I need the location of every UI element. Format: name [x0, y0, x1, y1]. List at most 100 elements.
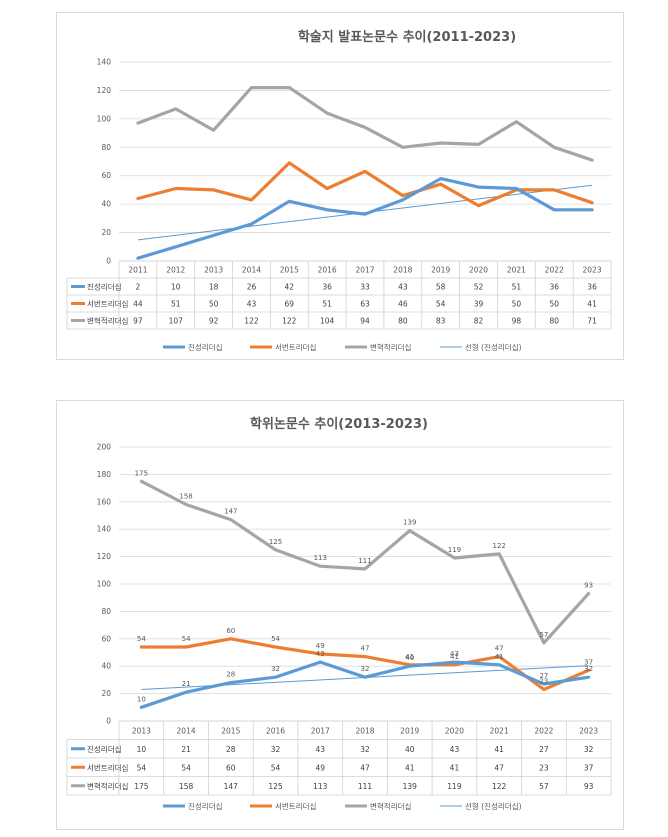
data-label: 27	[539, 672, 548, 680]
x-tick-label: 2014	[242, 266, 261, 275]
data-label: 54	[182, 635, 191, 643]
y-tick-label: 60	[101, 171, 111, 180]
table-cell: 39	[474, 300, 484, 309]
table-cell: 10	[137, 745, 147, 754]
x-tick-label: 2017	[311, 726, 330, 735]
legend-label: 변혁적리더십	[370, 342, 411, 352]
y-tick-label: 100	[97, 580, 112, 589]
table-cell: 113	[313, 782, 328, 791]
y-tick-label: 60	[101, 634, 111, 643]
table-cell: 50	[549, 300, 559, 309]
x-tick-label: 2018	[355, 726, 374, 735]
table-cell: 80	[398, 317, 408, 326]
x-tick-label: 2015	[221, 726, 240, 735]
table-cell: 28	[226, 745, 236, 754]
legend-label: 서번트리더십	[275, 343, 316, 352]
table-cell: 122	[282, 317, 297, 326]
y-tick-label: 40	[101, 200, 111, 209]
table-cell: 69	[285, 300, 295, 309]
x-tick-label: 2023	[579, 726, 598, 735]
series-line-1	[139, 637, 591, 692]
table-cell: 98	[512, 317, 522, 326]
table-cell: 71	[587, 317, 597, 326]
table-cell: 23	[539, 763, 549, 772]
chart-title: 학위논문수 추이(2013-2023)	[250, 416, 428, 432]
x-tick-label: 2011	[128, 266, 147, 275]
data-label: 113	[314, 554, 327, 562]
series-line-0	[136, 177, 594, 260]
data-label: 49	[316, 642, 325, 650]
data-label: 125	[269, 538, 282, 546]
legend-label: 진성리더십	[188, 801, 223, 811]
data-label: 32	[361, 665, 370, 673]
table-cell: 51	[322, 300, 332, 309]
table-cell: 43	[398, 283, 408, 292]
x-tick-label: 2012	[166, 266, 185, 275]
y-tick-label: 180	[97, 470, 112, 479]
table-cell: 43	[450, 745, 460, 754]
data-label: 10	[137, 695, 146, 703]
y-tick-label: 120	[97, 552, 112, 561]
data-label: 21	[182, 680, 191, 688]
table-cell: 104	[320, 317, 335, 326]
table-cell: 54	[271, 763, 281, 772]
y-tick-label: 200	[97, 443, 112, 452]
table-cell: 47	[360, 763, 370, 772]
table-cell: 147	[224, 782, 239, 791]
table-cell: 2	[136, 283, 141, 292]
data-label: 32	[584, 665, 593, 673]
y-tick-label: 0	[106, 717, 111, 726]
table-cell: 51	[512, 283, 522, 292]
x-tick-label: 2020	[469, 266, 488, 275]
table-cell: 125	[268, 782, 283, 791]
table-cell: 42	[285, 283, 295, 292]
table-cell: 36	[587, 283, 597, 292]
table-row-label: 진성리더십	[87, 744, 122, 754]
table-cell: 41	[450, 763, 460, 772]
table-cell: 82	[474, 317, 484, 326]
data-label: 41	[450, 653, 459, 661]
table-cell: 107	[169, 317, 184, 326]
data-label: 60	[226, 627, 235, 635]
x-tick-label: 2020	[445, 726, 464, 735]
data-label: 40	[405, 654, 414, 662]
data-label: 32	[271, 665, 280, 673]
x-tick-label: 2014	[177, 726, 196, 735]
table-cell: 47	[494, 763, 504, 772]
table-cell: 54	[436, 300, 446, 309]
chart-journal-papers-svg: 학술지 발표논문수 추이(2011-2023) 0 20 40 60 80 100 120 14…	[66, 29, 612, 352]
data-label: 111	[358, 557, 371, 565]
table-cell: 46	[398, 300, 408, 309]
series-line-2	[136, 85, 594, 162]
y-tick-label: 20	[101, 689, 111, 698]
table-cell: 21	[181, 745, 191, 754]
x-tick-label: 2017	[355, 266, 374, 275]
table-cell: 18	[209, 283, 219, 292]
legend-label: 선형 (진성리더십)	[465, 801, 522, 811]
x-tick-label: 2019	[431, 266, 450, 275]
table-cell: 50	[512, 300, 522, 309]
y-tick-label: 120	[97, 86, 112, 95]
table-cell: 54	[181, 763, 191, 772]
x-tick-label: 2019	[400, 726, 419, 735]
data-label: 54	[137, 635, 146, 643]
table-cell: 33	[360, 283, 370, 292]
data-label: 41	[405, 653, 414, 661]
table-cell: 36	[322, 283, 332, 292]
table-row-label: 진성리더십	[87, 282, 122, 292]
table-cell: 27	[539, 745, 549, 754]
x-tick-label: 2021	[507, 266, 526, 275]
x-tick-label: 2022	[534, 726, 553, 735]
x-tick-label: 2023	[583, 266, 602, 275]
chart-thesis-papers: 학위논문수 추이(2013-2023) 0 20 40 60 80 100 120 140 160…	[56, 400, 624, 830]
table-cell: 51	[171, 300, 181, 309]
data-label: 57	[539, 631, 548, 639]
data-label: 47	[361, 645, 370, 653]
table-cell: 139	[403, 782, 418, 791]
data-label: 122	[492, 542, 505, 550]
y-tick-label: 140	[97, 525, 112, 534]
table-row-label: 서번트리더십	[87, 300, 128, 309]
data-label: 43	[316, 650, 325, 658]
legend-label: 선형 (진성리더십)	[465, 342, 522, 352]
table-cell: 32	[271, 745, 281, 754]
